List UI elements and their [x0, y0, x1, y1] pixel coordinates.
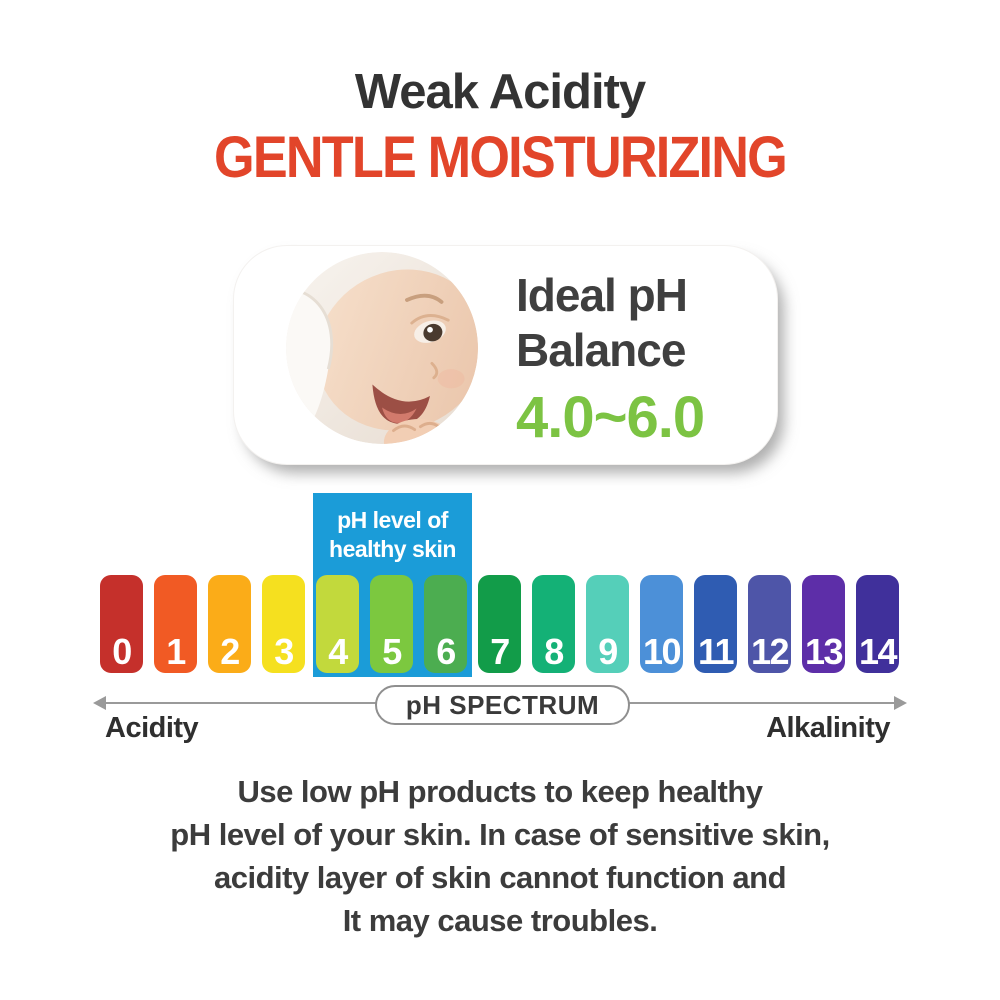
- ph-level-number: 6: [436, 631, 456, 672]
- ph-level-number: 1: [166, 631, 186, 672]
- ph-level-12: 12: [748, 575, 791, 673]
- ph-level-14: 14: [856, 575, 899, 673]
- alkalinity-label: Alkalinity: [766, 712, 890, 744]
- ideal-ph-heading: Ideal pH Balance: [516, 268, 766, 378]
- ph-level-5: 5: [370, 575, 413, 673]
- spectrum-axis-pill: pH SPECTRUM: [375, 685, 630, 725]
- ph-level-number: 0: [112, 631, 132, 672]
- description-line: pH level of your skin. In case of sensit…: [170, 817, 830, 852]
- description-paragraph: Use low pH products to keep healthy pH l…: [0, 770, 1000, 942]
- ideal-ph-value: 4.0~6.0: [516, 385, 705, 451]
- ph-level-7: 7: [478, 575, 521, 673]
- axis-arrow-right-icon: [894, 696, 907, 710]
- ph-level-number: 11: [697, 631, 735, 672]
- description-line: Use low pH products to keep healthy: [237, 774, 763, 809]
- ph-level-10: 10: [640, 575, 683, 673]
- ph-level-number: 5: [382, 631, 402, 672]
- ph-level-3: 3: [262, 575, 305, 673]
- ph-level-number: 4: [328, 631, 348, 672]
- ph-level-number: 7: [490, 631, 510, 672]
- spectrum-axis-label: pH SPECTRUM: [405, 689, 600, 720]
- ph-level-number: 12: [750, 631, 790, 672]
- ph-level-6: 6: [424, 575, 467, 673]
- highlight-label-line2: healthy skin: [329, 536, 456, 562]
- ph-level-11: 11: [694, 575, 737, 673]
- ph-level-8: 8: [532, 575, 575, 673]
- ph-level-9: 9: [586, 575, 629, 673]
- ph-level-1: 1: [154, 575, 197, 673]
- ideal-ph-heading-line2: Balance: [516, 324, 686, 377]
- ph-level-number: 8: [544, 631, 564, 672]
- ph-level-number: 9: [598, 631, 618, 672]
- ph-level-13: 13: [802, 575, 845, 673]
- ph-level-2: 2: [208, 575, 251, 673]
- ph-level-4: 4: [316, 575, 359, 673]
- ph-scale: 0 1 2 3 4 5 6 7 8 9 10 11 12 13 14: [100, 575, 899, 673]
- description-line: It may cause troubles.: [342, 903, 658, 938]
- ideal-ph-card: Ideal pH Balance 4.0~6.0: [233, 245, 778, 465]
- ph-level-number: 14: [858, 631, 898, 672]
- ph-level-number: 13: [804, 631, 844, 672]
- description-line: acidity layer of skin cannot function an…: [213, 860, 787, 895]
- baby-photo: [286, 252, 478, 444]
- ph-level-number: 3: [274, 631, 294, 672]
- page-title: Weak Acidity: [354, 65, 646, 119]
- ideal-ph-heading-line1: Ideal pH: [516, 269, 688, 321]
- axis-arrow-left-icon: [93, 696, 106, 710]
- ph-level-number: 2: [220, 631, 240, 672]
- highlight-label-line1: pH level of: [337, 507, 448, 533]
- ideal-ph-text: Ideal pH Balance 4.0~6.0: [516, 268, 766, 451]
- ph-level-number: 10: [642, 631, 682, 672]
- page-subtitle: GENTLE MOISTURIZING: [214, 125, 788, 190]
- ph-level-0: 0: [100, 575, 143, 673]
- acidity-label: Acidity: [105, 712, 199, 744]
